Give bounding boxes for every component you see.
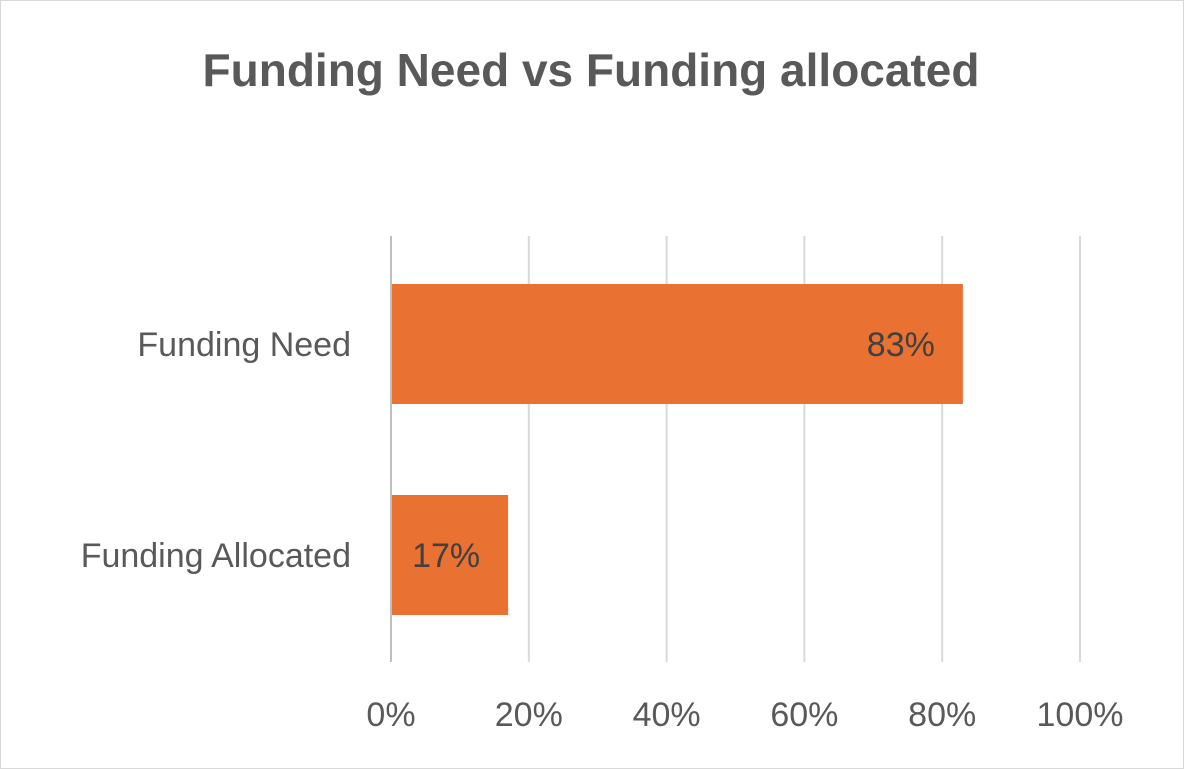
category-label: Funding Allocated [81,537,351,575]
bar-funding-need [392,284,963,404]
x-tick-label: 60% [770,696,838,734]
bar-funding-allocated [392,495,509,615]
x-tick-label: 0% [366,696,415,734]
x-tick-label: 20% [495,696,563,734]
tick-labels: 0% 20% 40% 60% 80% 100% [366,696,1123,734]
chart-title: Funding Need vs Funding allocated [202,44,980,96]
x-tick-label: 40% [633,696,701,734]
category-labels: Funding Need Funding Allocated [81,326,351,575]
data-labels: 83% 17% [412,326,935,575]
bars [392,284,963,615]
category-label: Funding Need [137,326,351,364]
x-tick-label: 80% [908,696,976,734]
x-tick-label: 100% [1037,696,1124,734]
data-label: 17% [412,537,480,575]
data-label: 83% [867,326,935,364]
